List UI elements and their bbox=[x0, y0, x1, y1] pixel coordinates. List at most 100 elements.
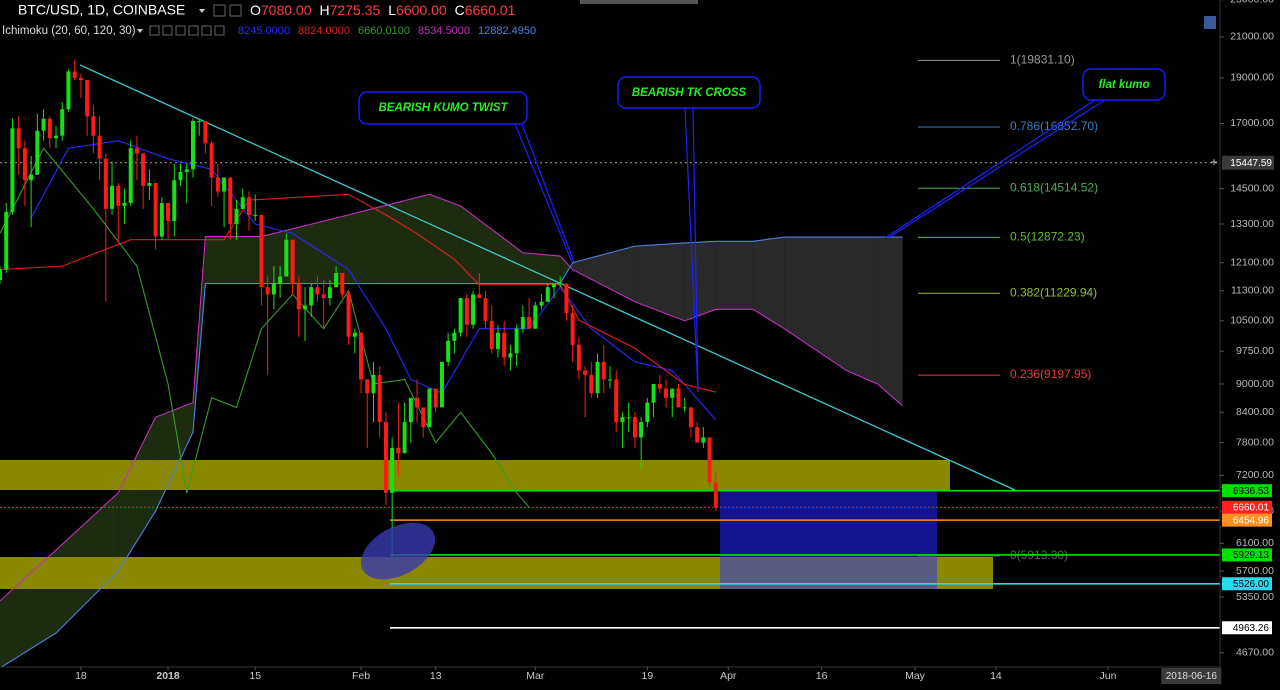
candle-body bbox=[402, 422, 407, 454]
cloud-segment bbox=[205, 236, 262, 284]
candle-body bbox=[240, 197, 245, 209]
candle-body bbox=[110, 185, 115, 209]
price-badge bbox=[1222, 621, 1272, 635]
candle-body bbox=[626, 417, 631, 419]
ohlc: O7080.00 H7275.35 L6600.00 C6660.01 bbox=[250, 2, 516, 18]
target-box bbox=[720, 491, 937, 557]
y-tick-label: 9750.00 bbox=[1236, 345, 1274, 357]
candle-body bbox=[651, 383, 656, 403]
candle-body bbox=[215, 177, 220, 192]
symbol: BTC/USD, 1D, COINBASE bbox=[18, 2, 185, 18]
cloud-segment bbox=[560, 256, 573, 284]
price-badge bbox=[1222, 577, 1272, 591]
legend-value: 8534.5000 bbox=[418, 25, 470, 37]
x-tick-label: 14 bbox=[990, 670, 1002, 682]
candle-body bbox=[495, 332, 500, 350]
ichimoku-line bbox=[30, 140, 717, 421]
candle-body bbox=[558, 283, 563, 285]
x-tick-label: 2018 bbox=[156, 670, 180, 682]
candle-body bbox=[545, 287, 550, 302]
cloud-segment bbox=[634, 242, 685, 321]
icon[interactable] bbox=[188, 25, 199, 36]
candle-body bbox=[66, 71, 71, 110]
icon[interactable] bbox=[213, 4, 226, 17]
candle-body bbox=[197, 121, 202, 123]
candle-body bbox=[408, 397, 413, 423]
candle-body bbox=[303, 305, 307, 310]
cloud-segment bbox=[753, 237, 785, 329]
candle-body bbox=[47, 118, 52, 139]
leading-span-a bbox=[0, 193, 903, 602]
candle-body bbox=[377, 374, 382, 423]
ichimoku-line bbox=[0, 193, 716, 393]
candle-body bbox=[433, 388, 438, 408]
y-tick-label: 7200.00 bbox=[1236, 469, 1274, 481]
candle-body bbox=[346, 294, 351, 337]
dropdown[interactable] bbox=[199, 9, 205, 13]
candle-body bbox=[35, 130, 40, 175]
candle-body bbox=[209, 143, 214, 178]
icon[interactable] bbox=[201, 25, 212, 36]
dropdown[interactable] bbox=[137, 29, 143, 33]
icon[interactable] bbox=[162, 25, 173, 36]
candle-body bbox=[645, 402, 650, 423]
candle-body bbox=[134, 148, 139, 154]
pointer bbox=[887, 99, 1106, 239]
header: BTC/USD, 1D, COINBASE O7080.00 H7275.35 L6… bbox=[2, 0, 1216, 37]
candle-body bbox=[688, 407, 693, 428]
candle-body bbox=[190, 121, 195, 170]
legend-value: 8245.0000 bbox=[238, 25, 290, 37]
leading-span-b bbox=[0, 236, 903, 669]
ohlc-key: H bbox=[320, 2, 330, 18]
icon[interactable] bbox=[229, 4, 242, 17]
y-tick-label: 5700.00 bbox=[1236, 565, 1274, 577]
cloud-segment bbox=[261, 214, 349, 284]
candle-body bbox=[527, 316, 532, 329]
candle-body bbox=[390, 447, 395, 493]
candle-body bbox=[271, 283, 276, 295]
price-badge-label: 6936.53 bbox=[1233, 486, 1270, 497]
candle-body bbox=[664, 388, 669, 398]
candle-body bbox=[147, 183, 152, 186]
cloud-segment bbox=[460, 205, 523, 284]
crosshair-badge bbox=[1222, 155, 1274, 170]
candle-body bbox=[334, 273, 339, 288]
y-tick-label: 12100.00 bbox=[1230, 257, 1274, 269]
candle-body bbox=[458, 298, 463, 333]
trendline bbox=[79, 64, 1016, 491]
annotation-box bbox=[617, 76, 761, 109]
candle-body bbox=[601, 361, 606, 380]
cloud-segment bbox=[684, 241, 716, 321]
candle-body bbox=[0, 269, 2, 281]
icon[interactable] bbox=[214, 25, 225, 36]
candle-body bbox=[520, 316, 525, 329]
y-tick-label: 14500.00 bbox=[1230, 182, 1274, 194]
candle-body bbox=[508, 353, 513, 358]
y-tick-label: 19000.00 bbox=[1230, 72, 1274, 84]
ohlc-value: 7080.00 bbox=[261, 2, 312, 18]
y-tick-label: 13300.00 bbox=[1230, 218, 1274, 230]
icon[interactable] bbox=[175, 25, 186, 36]
alert-icon[interactable] bbox=[1204, 16, 1216, 29]
price-badge bbox=[1222, 500, 1272, 514]
candle-body bbox=[116, 185, 121, 206]
crosshair-plus: + bbox=[1210, 155, 1217, 169]
candle-body bbox=[141, 153, 146, 186]
fib-label: 0.618(14514.52) bbox=[1010, 180, 1098, 194]
price-badge-label: 6454.96 bbox=[1233, 515, 1270, 526]
candle-body bbox=[564, 283, 569, 314]
icon[interactable] bbox=[149, 25, 160, 36]
y-tick-label: 10500.00 bbox=[1230, 315, 1274, 327]
legend-value: 6660.0100 bbox=[358, 25, 410, 37]
fib-label: 0.5(12872.23) bbox=[1010, 230, 1085, 244]
support-zone bbox=[0, 460, 950, 490]
candle-body bbox=[284, 239, 289, 277]
candle-body bbox=[85, 80, 90, 117]
candle-body bbox=[178, 172, 183, 181]
candle-body bbox=[415, 397, 420, 408]
candle-body bbox=[54, 135, 59, 139]
candle-body bbox=[670, 388, 675, 398]
candle-body bbox=[614, 379, 619, 423]
y-tick-label: 23000.00 bbox=[1230, 0, 1274, 5]
